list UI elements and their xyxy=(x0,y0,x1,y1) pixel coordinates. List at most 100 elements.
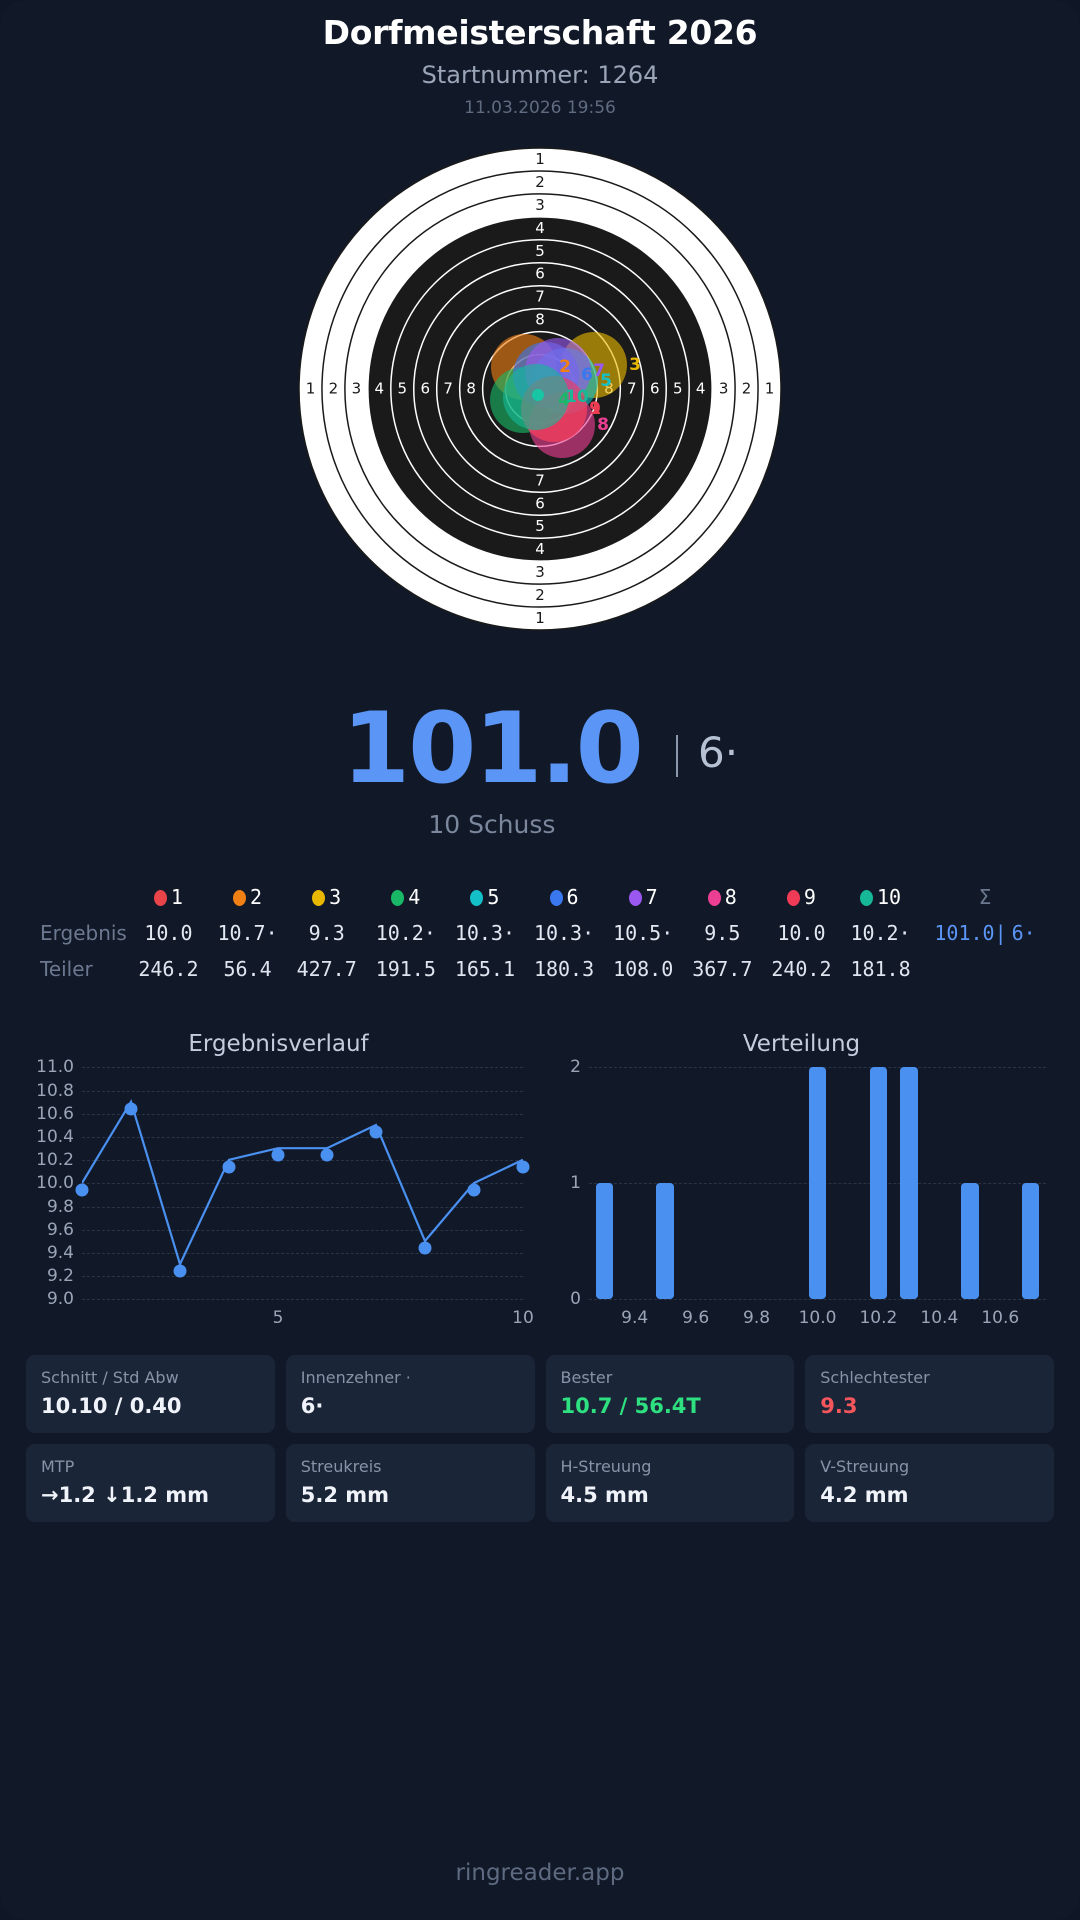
legend-item-6[interactable]: 6 xyxy=(524,879,603,915)
legend-item-9[interactable]: 9 xyxy=(762,879,841,915)
teiler-row-label: Teiler xyxy=(40,957,93,982)
y-axis-tick: 9.2 xyxy=(46,1266,74,1287)
svg-text:6: 6 xyxy=(535,265,545,283)
legend-item-3[interactable]: 3 xyxy=(287,879,366,915)
histogram-bar[interactable] xyxy=(595,1183,613,1300)
data-point[interactable] xyxy=(271,1148,285,1162)
stat-card: Schlechtester 9.3 xyxy=(805,1355,1054,1434)
svg-text:7: 7 xyxy=(535,472,545,490)
legend-label: 4 xyxy=(408,885,421,910)
y-axis-tick: 0 xyxy=(570,1289,581,1310)
legend-dot-icon xyxy=(391,890,405,907)
stat-value: 10.10 / 0.40 xyxy=(41,1394,182,1419)
legend-item-5[interactable]: 5 xyxy=(445,879,524,915)
y-axis-tick: 10.8 xyxy=(36,1080,74,1101)
stat-label: Schnitt / Std Abw xyxy=(41,1368,179,1388)
teiler-cell: 180.3 xyxy=(533,957,595,982)
histogram-bar[interactable] xyxy=(1022,1183,1040,1300)
x-axis-tick: 10 xyxy=(512,1308,534,1329)
gridline xyxy=(82,1090,523,1092)
data-point[interactable] xyxy=(516,1160,530,1174)
inner-ten-summary: | 6· xyxy=(670,728,738,777)
stat-card: H-Streuung 4.5 mm xyxy=(545,1444,795,1523)
gridline xyxy=(82,1183,523,1185)
data-point[interactable] xyxy=(369,1125,383,1139)
legend-label: 6 xyxy=(566,885,579,910)
legend-label: 8 xyxy=(724,885,737,910)
legend-item-1[interactable]: 1 xyxy=(129,879,208,915)
legend-row: 1 2 3 4 5 6 7 8 9 10 Σ xyxy=(30,879,1050,915)
svg-text:3: 3 xyxy=(719,380,729,398)
stat-label: Bester xyxy=(560,1368,613,1388)
score-divider: | xyxy=(669,728,685,778)
legend-dot-icon xyxy=(153,890,167,907)
data-point[interactable] xyxy=(75,1183,89,1197)
ergebnis-cell: 10.2· xyxy=(850,921,911,946)
teiler-cell: 56.4 xyxy=(223,957,272,982)
x-axis-tick: 9.6 xyxy=(682,1308,710,1329)
legend-label: 2 xyxy=(250,885,263,910)
data-point[interactable] xyxy=(222,1160,236,1174)
teiler-row: Teiler 246.2 56.4 427.7 191.5 165.1 180.3 108.0… xyxy=(30,951,1050,987)
ergebnis-cell: 9.3 xyxy=(308,921,345,946)
stat-value: 4.5 mm xyxy=(560,1483,649,1508)
stat-value: →1.2 ↓1.2 mm xyxy=(41,1483,209,1508)
data-point[interactable] xyxy=(124,1102,138,1116)
teiler-cell: 427.7 xyxy=(296,957,357,982)
histogram-bar[interactable] xyxy=(900,1067,918,1300)
gridline xyxy=(82,1276,523,1278)
ergebnis-cell: 10.3· xyxy=(454,921,516,946)
data-point[interactable] xyxy=(467,1183,481,1197)
svg-text:3: 3 xyxy=(535,564,545,582)
x-axis-tick: 9.4 xyxy=(621,1308,649,1329)
teiler-cell: 191.5 xyxy=(375,957,436,982)
ergebnis-cell: 10.0 xyxy=(144,921,193,946)
ergebnis-cell: 10.3· xyxy=(533,921,595,946)
histogram-bar[interactable] xyxy=(961,1183,979,1300)
data-point[interactable] xyxy=(173,1264,187,1278)
legend-label: 3 xyxy=(329,885,342,910)
gridline xyxy=(82,1299,523,1301)
histogram-bar[interactable] xyxy=(808,1067,827,1300)
teiler-cell: 108.0 xyxy=(613,957,674,982)
legend-label: 9 xyxy=(803,885,816,910)
svg-text:8: 8 xyxy=(466,380,476,398)
chart-title-line: Ergebnisverlauf xyxy=(188,1031,369,1058)
data-point[interactable] xyxy=(320,1148,334,1162)
table-header-row xyxy=(30,867,1050,879)
shooting-target[interactable]: 1234567876543211234567887654321123456789… xyxy=(295,144,785,634)
shot-label: 8 xyxy=(597,415,609,435)
histogram-bar[interactable] xyxy=(656,1183,674,1300)
legend-item-10[interactable]: 10 xyxy=(841,879,920,915)
y-axis-tick: 9.4 xyxy=(46,1243,74,1264)
legend-dot-icon xyxy=(860,890,873,907)
chart-title-hist: Verteilung xyxy=(742,1031,861,1058)
shot-label: 6 xyxy=(581,365,593,385)
legend-label: 1 xyxy=(170,885,183,910)
line-plot[interactable]: 11.0 10.8 10.6 10.4 10.2 10.0 9.8 9.6 9.4 9.2 9.0 5… xyxy=(26,1057,534,1328)
stat-label: H-Streuung xyxy=(560,1457,652,1477)
ergebnis-cell: 9.5 xyxy=(704,921,741,946)
legend-item-8[interactable]: 8 xyxy=(683,879,762,915)
svg-text:1: 1 xyxy=(535,609,545,627)
stat-label: Streukreis xyxy=(300,1457,382,1477)
svg-text:5: 5 xyxy=(535,242,545,260)
data-point[interactable] xyxy=(418,1241,432,1255)
x-axis-tick: 10.2 xyxy=(859,1308,898,1329)
svg-text:2: 2 xyxy=(742,380,752,398)
stat-card: Streukreis 5.2 mm xyxy=(285,1444,535,1523)
y-axis-tick: 9.0 xyxy=(46,1289,74,1310)
teiler-cell: 367.7 xyxy=(692,957,753,982)
shot-label: 4 xyxy=(558,390,570,410)
sum-symbol: Σ xyxy=(978,885,992,910)
y-axis-tick: 1 xyxy=(570,1173,581,1194)
histogram-bar[interactable] xyxy=(869,1067,888,1300)
shot-label: 9 xyxy=(589,399,601,419)
x-axis-tick: 10.6 xyxy=(981,1308,1020,1329)
legend-item-4[interactable]: 4 xyxy=(366,879,445,915)
legend-item-2[interactable]: 2 xyxy=(208,879,287,915)
histogram-plot[interactable]: 2 1 0 9.4 9.6 9.8 10.0 10.2 10.4 10.6 xyxy=(549,1057,1054,1328)
ergebnis-sum-cell: 101.0| 6· xyxy=(920,915,1050,951)
legend-item-7[interactable]: 7 xyxy=(604,879,683,915)
